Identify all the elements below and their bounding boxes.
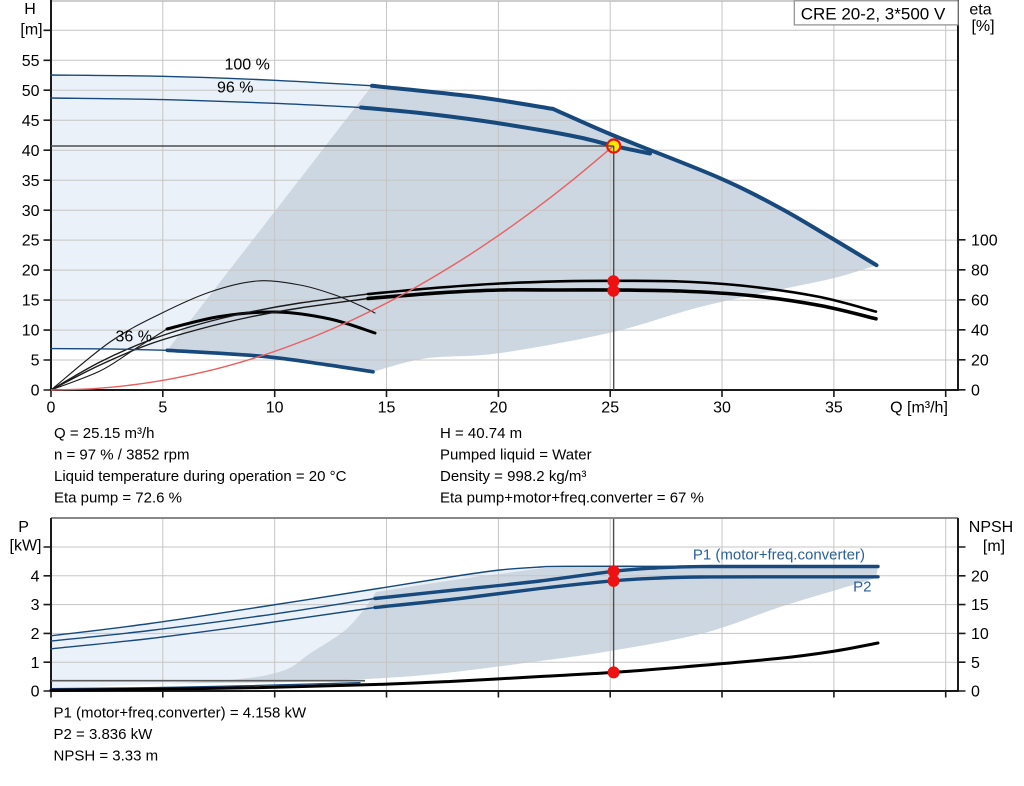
svg-text:25: 25 (601, 400, 619, 417)
svg-text:20: 20 (971, 568, 989, 585)
svg-text:96 %: 96 % (217, 80, 253, 97)
svg-text:5: 5 (31, 353, 40, 370)
svg-text:45: 45 (22, 113, 40, 130)
svg-text:0: 0 (971, 382, 980, 399)
svg-text:NPSH = 3.33 m: NPSH = 3.33 m (54, 748, 159, 765)
svg-text:4: 4 (31, 568, 40, 585)
svg-text:35: 35 (825, 400, 843, 417)
svg-text:P: P (18, 519, 29, 536)
svg-text:60: 60 (971, 292, 989, 309)
svg-text:0: 0 (31, 383, 40, 400)
svg-text:100 %: 100 % (225, 56, 270, 73)
svg-text:Eta pump = 72.6 %: Eta pump = 72.6 % (54, 489, 182, 506)
svg-text:Q = 25.15 m³/h: Q = 25.15 m³/h (54, 425, 154, 442)
svg-text:20: 20 (22, 263, 40, 280)
svg-text:10: 10 (971, 626, 989, 643)
svg-text:n = 97 % / 3852 rpm: n = 97 % / 3852 rpm (54, 446, 190, 463)
svg-text:0: 0 (47, 400, 56, 417)
svg-text:40: 40 (22, 143, 40, 160)
svg-text:1: 1 (31, 655, 40, 672)
svg-text:P1 (motor+freq.converter): P1 (motor+freq.converter) (693, 547, 865, 564)
svg-text:P2 = 3.836 kW: P2 = 3.836 kW (54, 726, 154, 743)
svg-text:Q [m³/h]: Q [m³/h] (890, 399, 948, 416)
svg-text:15: 15 (22, 293, 40, 310)
svg-text:80: 80 (971, 262, 989, 279)
svg-text:30: 30 (713, 400, 731, 417)
svg-text:Pumped liquid = Water: Pumped liquid = Water (440, 446, 592, 463)
svg-text:P2: P2 (853, 579, 871, 596)
svg-text:15: 15 (378, 400, 396, 417)
svg-text:20: 20 (489, 400, 507, 417)
svg-text:2: 2 (31, 626, 40, 643)
svg-text:36 %: 36 % (116, 329, 152, 346)
svg-text:30: 30 (22, 203, 40, 220)
svg-text:3: 3 (31, 597, 40, 614)
svg-text:5: 5 (158, 400, 167, 417)
svg-text:eta: eta (969, 1, 991, 18)
svg-text:[kW]: [kW] (10, 537, 42, 554)
svg-text:H = 40.74 m: H = 40.74 m (440, 425, 522, 442)
svg-text:50: 50 (22, 83, 40, 100)
svg-text:25: 25 (22, 233, 40, 250)
svg-text:NPSH: NPSH (969, 519, 1013, 536)
svg-text:10: 10 (22, 323, 40, 340)
svg-text:55: 55 (22, 53, 40, 70)
svg-text:[m]: [m] (983, 538, 1005, 555)
svg-text:35: 35 (22, 173, 40, 190)
svg-text:[m]: [m] (20, 21, 42, 38)
svg-text:CRE 20-2, 3*500 V: CRE 20-2, 3*500 V (801, 4, 946, 23)
svg-text:5: 5 (971, 655, 980, 672)
svg-text:Density = 998.2 kg/m³: Density = 998.2 kg/m³ (440, 468, 586, 485)
svg-text:20: 20 (971, 352, 989, 369)
svg-text:40: 40 (971, 322, 989, 339)
svg-text:Liquid temperature during oper: Liquid temperature during operation = 20… (54, 468, 347, 485)
svg-text:P1 (motor+freq.converter) = 4.: P1 (motor+freq.converter) = 4.158 kW (54, 704, 307, 721)
svg-text:[%]: [%] (971, 18, 994, 35)
svg-text:H: H (24, 1, 36, 18)
svg-text:Eta pump+motor+freq.converter: Eta pump+motor+freq.converter = 67 % (440, 489, 704, 506)
svg-text:15: 15 (971, 597, 989, 614)
svg-text:0: 0 (971, 684, 980, 701)
svg-text:100: 100 (971, 232, 998, 249)
svg-text:0: 0 (31, 684, 40, 701)
svg-text:10: 10 (266, 400, 284, 417)
